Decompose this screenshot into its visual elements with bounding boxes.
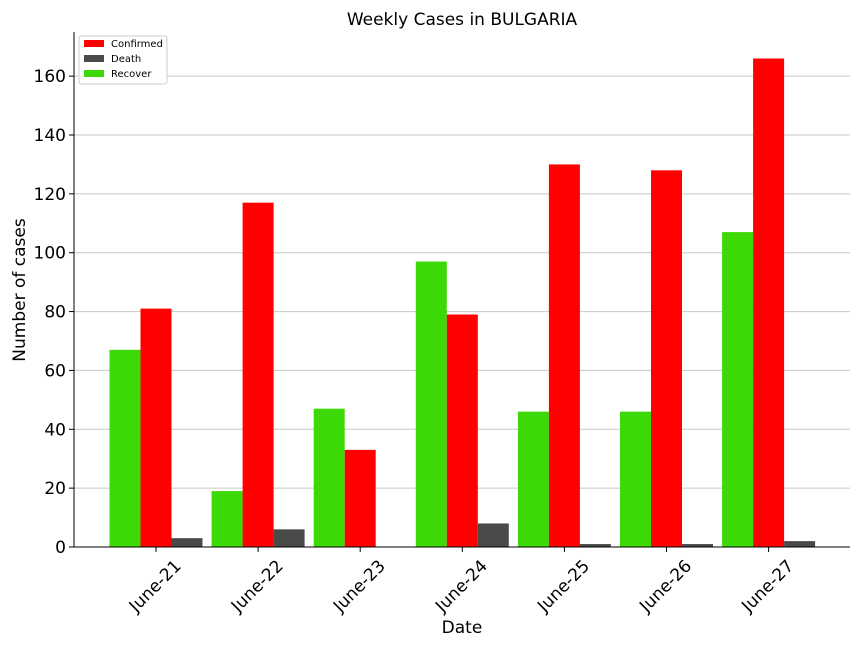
bar-confirmed-june-22 [242,202,274,547]
x-ticks: June-21 June-22 June-23 June-24 June-25 June-… [125,547,798,617]
bar-recover-june-25 [517,411,549,547]
bar-recover-june-21 [109,349,141,547]
x-tick-label: June-23 [329,556,390,617]
y-tick-label: 80 [44,303,66,323]
x-tick-label: June-22 [227,556,288,617]
bar-death-june-25 [579,544,611,547]
bar-confirmed-june-25 [548,164,580,547]
legend-swatch-confirmed [84,40,104,47]
legend-label-death: Death [111,54,141,65]
bar-recover-june-26 [620,411,651,547]
y-tick-label: 0 [55,538,66,558]
y-tick-label: 120 [34,185,66,205]
y-tick-label: 160 [34,67,66,87]
bars [109,58,816,548]
bar-confirmed-june-27 [753,58,785,547]
legend-label-confirmed: Confirmed [111,39,163,50]
bar-confirmed-june-26 [651,170,682,548]
x-axis-label: Date [442,618,483,638]
bar-death-june-22 [273,529,305,547]
legend: Confirmed Death Recover [78,35,168,85]
bar-confirmed-june-23 [344,449,376,547]
x-tick-label: June-27 [737,556,798,617]
bar-recover-june-23 [313,408,345,547]
bar-recover-june-24 [415,261,447,547]
x-tick-label: June-21 [125,556,186,617]
chart-title: Weekly Cases in BULGARIA [347,10,578,30]
y-tick-label: 20 [44,479,66,499]
x-tick-label: June-25 [533,556,594,617]
bar-death-june-24 [477,523,509,547]
legend-swatch-death [84,55,104,62]
bar-recover-june-22 [211,491,243,547]
y-tick-label: 60 [44,361,66,381]
y-tick-label: 140 [34,126,66,146]
legend-label-recover: Recover [111,69,152,80]
y-tick-label: 100 [34,244,66,264]
bar-confirmed-june-21 [140,308,172,547]
bar-death-june-26 [682,544,713,547]
y-tick-label: 40 [44,420,66,440]
x-tick-label: June-26 [635,556,696,617]
y-ticks: 0 20 40 60 80 100 120 140 160 [34,67,74,558]
bar-death-june-21 [171,538,203,547]
bar-death-june-27 [784,541,816,547]
x-tick-label: June-24 [431,556,492,617]
legend-swatch-recover [84,70,104,77]
bar-recover-june-27 [722,232,754,547]
y-axis-label: Number of cases [10,218,30,362]
bar-confirmed-june-24 [446,314,478,547]
